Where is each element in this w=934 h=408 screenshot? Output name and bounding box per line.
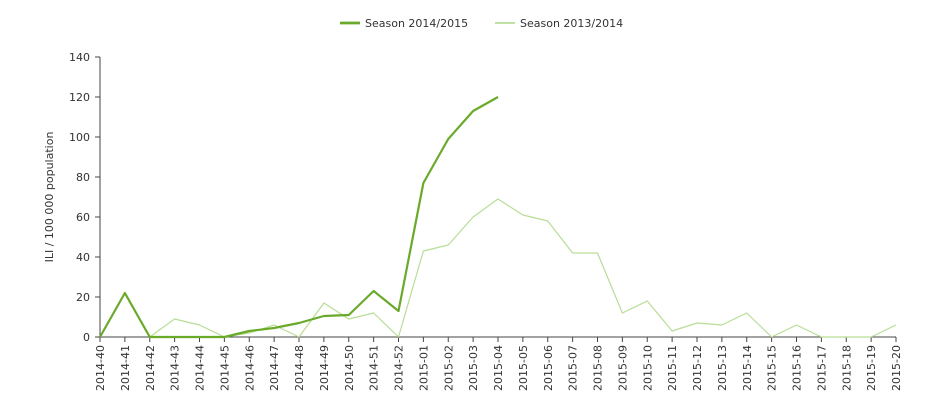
x-tick-label: 2015-12 xyxy=(691,345,704,391)
x-tick-label: 2015-11 xyxy=(666,345,679,391)
x-tick-label: 2014-48 xyxy=(293,345,306,391)
y-tick-label: 0 xyxy=(83,331,90,344)
x-tick-label: 2014-52 xyxy=(393,345,406,391)
y-tick-label: 40 xyxy=(76,251,90,264)
x-tick-label: 2015-20 xyxy=(890,345,903,391)
x-tick-label: 2015-04 xyxy=(492,345,505,391)
x-tick-label: 2014-46 xyxy=(243,345,256,391)
x-tick-label: 2015-01 xyxy=(417,345,430,391)
y-tick-label: 100 xyxy=(69,131,90,144)
x-tick-label: 2015-03 xyxy=(467,345,480,391)
x-tick-label: 2014-47 xyxy=(268,345,281,391)
y-axis-label: ILI / 100 000 population xyxy=(43,132,56,263)
x-tick-label: 2015-05 xyxy=(517,345,530,391)
x-tick-label: 2015-17 xyxy=(815,345,828,391)
y-tick-label: 60 xyxy=(76,211,90,224)
x-tick-label: 2015-13 xyxy=(716,345,729,391)
x-tick-label: 2015-09 xyxy=(616,345,629,391)
x-tick-label: 2014-43 xyxy=(169,345,182,391)
x-tick-label: 2015-06 xyxy=(542,345,555,391)
y-tick-label: 140 xyxy=(69,51,90,64)
x-tick-label: 2015-15 xyxy=(766,345,779,391)
y-tick-label: 120 xyxy=(69,91,90,104)
y-tick-label: 20 xyxy=(76,291,90,304)
x-tick-label: 2014-42 xyxy=(144,345,157,391)
x-tick-label: 2015-18 xyxy=(840,345,853,391)
x-tick-label: 2015-10 xyxy=(641,345,654,391)
x-tick-label: 2014-49 xyxy=(318,345,331,391)
x-tick-label: 2015-07 xyxy=(567,345,580,391)
x-tick-label: 2015-19 xyxy=(865,345,878,391)
x-tick-label: 2014-44 xyxy=(194,345,207,391)
x-tick-label: 2015-16 xyxy=(791,345,804,391)
x-tick-label: 2014-40 xyxy=(94,345,107,391)
series-line xyxy=(149,198,897,338)
x-tick-label: 2014-45 xyxy=(218,345,231,391)
legend-label: Season 2013/2014 xyxy=(520,17,623,30)
legend-label: Season 2014/2015 xyxy=(365,17,468,30)
x-tick-label: 2015-08 xyxy=(592,345,605,391)
x-tick-label: 2014-50 xyxy=(343,345,356,391)
series-line xyxy=(99,96,499,339)
y-tick-label: 80 xyxy=(76,171,90,184)
x-tick-label: 2015-14 xyxy=(741,345,754,391)
x-tick-label: 2014-41 xyxy=(119,345,132,391)
x-tick-label: 2015-02 xyxy=(442,345,455,391)
x-tick-label: 2014-51 xyxy=(368,345,381,391)
